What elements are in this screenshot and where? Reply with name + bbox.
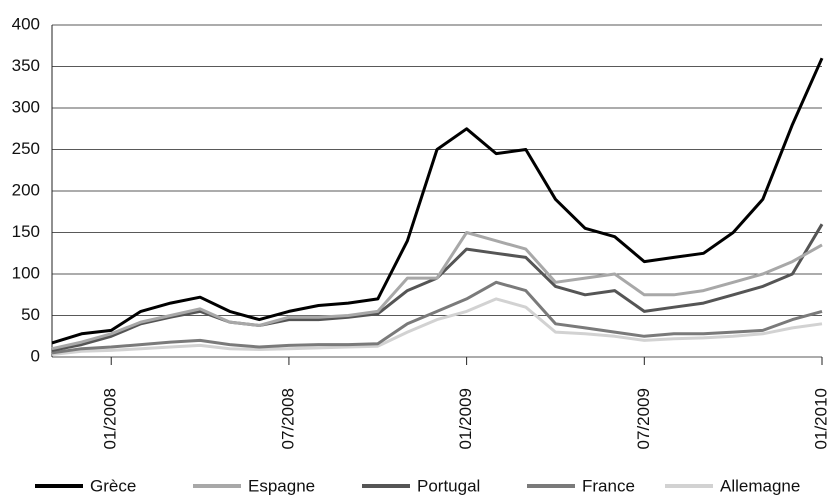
y-tick-label: 200 bbox=[12, 180, 40, 199]
series-line bbox=[51, 57, 824, 345]
legend-label: Espagne bbox=[248, 476, 315, 495]
y-tick-label: 100 bbox=[12, 263, 40, 282]
x-tick-label: 07/2009 bbox=[634, 388, 653, 449]
legend-label: Portugal bbox=[417, 476, 480, 495]
series-line bbox=[51, 280, 823, 355]
y-tick-label: 0 bbox=[31, 346, 40, 365]
x-tick-label: 01/2008 bbox=[101, 388, 120, 449]
y-tick-label: 350 bbox=[12, 56, 40, 75]
x-tick-label: 01/2010 bbox=[811, 388, 830, 449]
y-tick-label: 150 bbox=[12, 222, 40, 241]
series-line bbox=[51, 231, 823, 351]
y-tick-label: 400 bbox=[12, 14, 40, 33]
y-tick-label: 50 bbox=[21, 305, 40, 324]
legend-label: France bbox=[582, 476, 635, 495]
series-line bbox=[51, 223, 824, 352]
x-tick-label: 07/2008 bbox=[278, 388, 297, 449]
legend-label: Grèce bbox=[90, 476, 136, 495]
y-tick-label: 300 bbox=[12, 97, 40, 116]
legend-label: Allemagne bbox=[720, 476, 800, 495]
y-tick-label: 250 bbox=[12, 139, 40, 158]
x-tick-label: 01/2009 bbox=[456, 388, 475, 449]
series-line bbox=[51, 297, 823, 356]
